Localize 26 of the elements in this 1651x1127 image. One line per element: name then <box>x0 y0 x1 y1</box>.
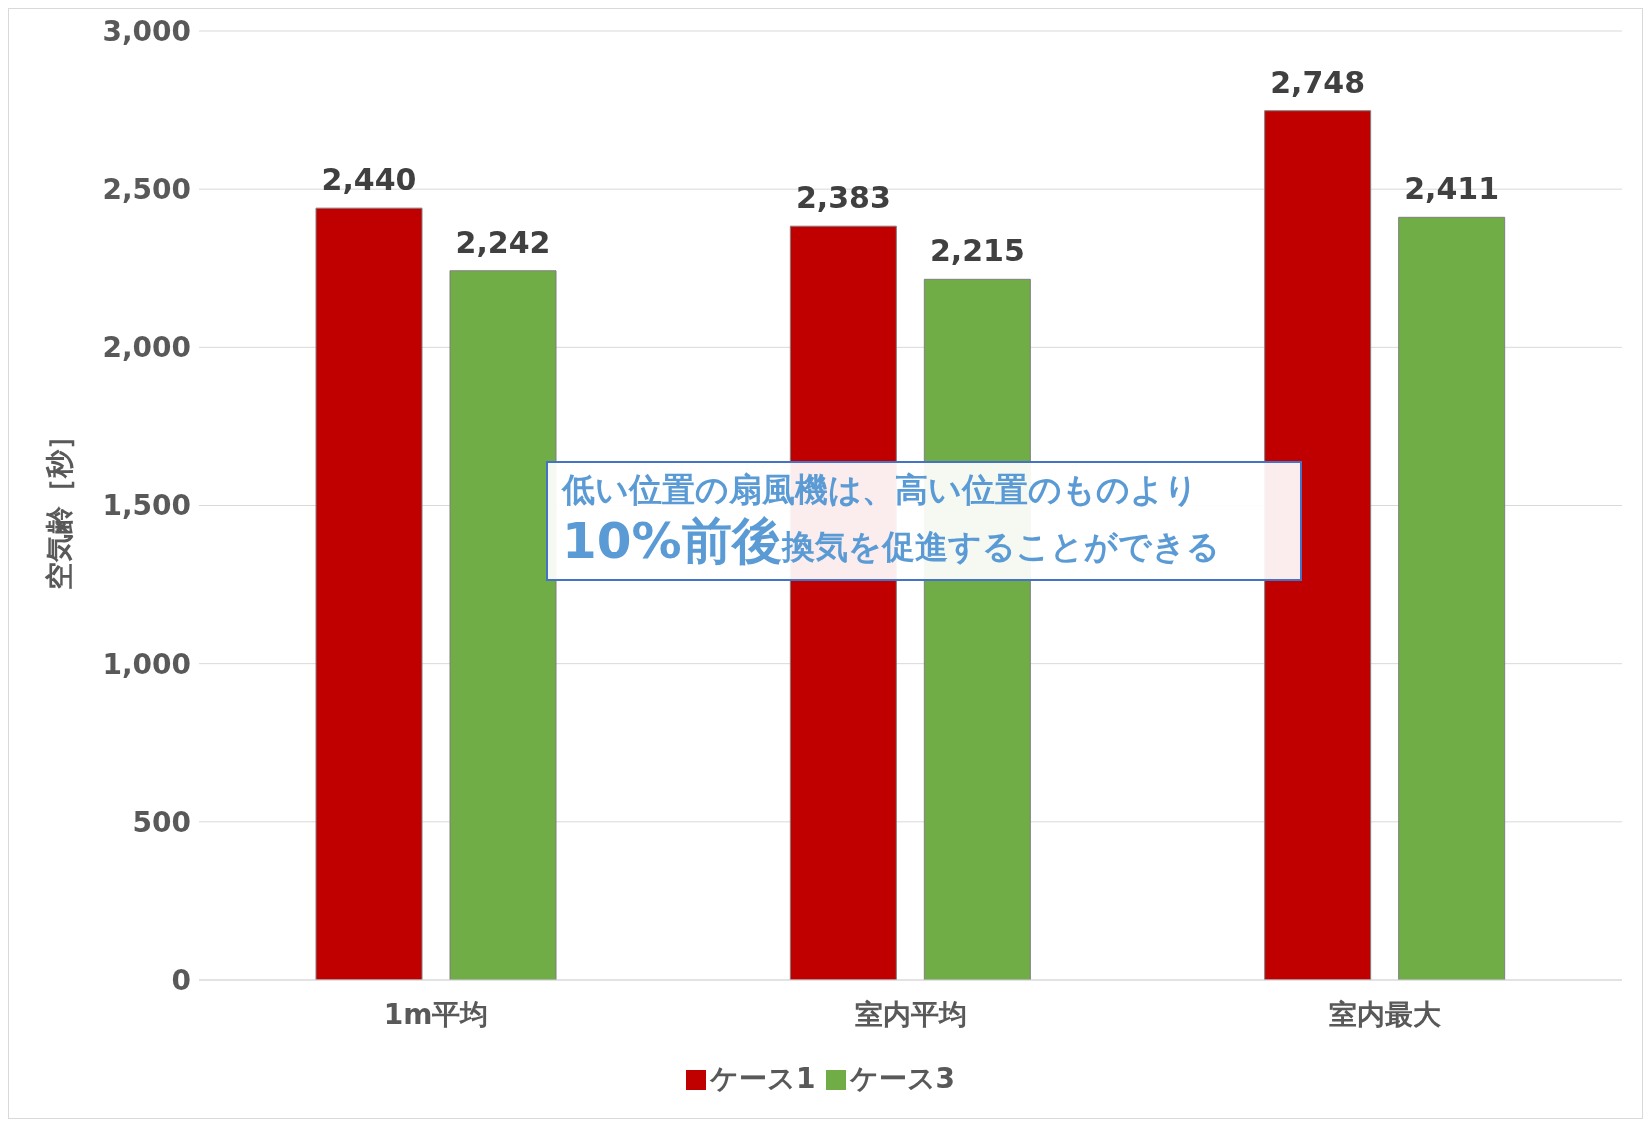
data-label: 2,242 <box>455 224 551 260</box>
x-tick-label: 1m平均 <box>383 997 489 1031</box>
bar <box>449 270 557 980</box>
data-label: 2,411 <box>1404 171 1500 207</box>
y-axis-title: 空気齢［秒］ <box>42 421 76 590</box>
x-tick-label: 室内平均 <box>854 997 967 1031</box>
bar <box>1398 216 1506 980</box>
y-tick-label: 2,500 <box>102 173 191 207</box>
data-label: 2,748 <box>1270 64 1366 100</box>
legend-label: ケース1 <box>710 1062 816 1095</box>
bar <box>1264 110 1372 980</box>
y-tick-label: 2,000 <box>102 331 191 365</box>
data-label: 2,383 <box>795 180 891 216</box>
bar <box>315 207 423 980</box>
x-tick-label: 室内最大 <box>1328 997 1442 1031</box>
annotation: 低い位置の扇風機は、高い位置のものより <box>562 469 1199 511</box>
y-tick-label: 1,500 <box>102 489 191 523</box>
y-tick-label: 1,000 <box>102 647 191 681</box>
y-tick-label: 500 <box>132 805 191 839</box>
y-tick-label: 0 <box>171 963 191 997</box>
y-tick-label: 3,000 <box>102 14 191 48</box>
annotation: 換気を促進することができる <box>781 527 1220 567</box>
legend-label: ケース3 <box>849 1062 955 1095</box>
data-label: 2,215 <box>929 233 1025 269</box>
data-label: 2,440 <box>321 162 417 198</box>
annotation: 10%前後 <box>562 512 782 571</box>
